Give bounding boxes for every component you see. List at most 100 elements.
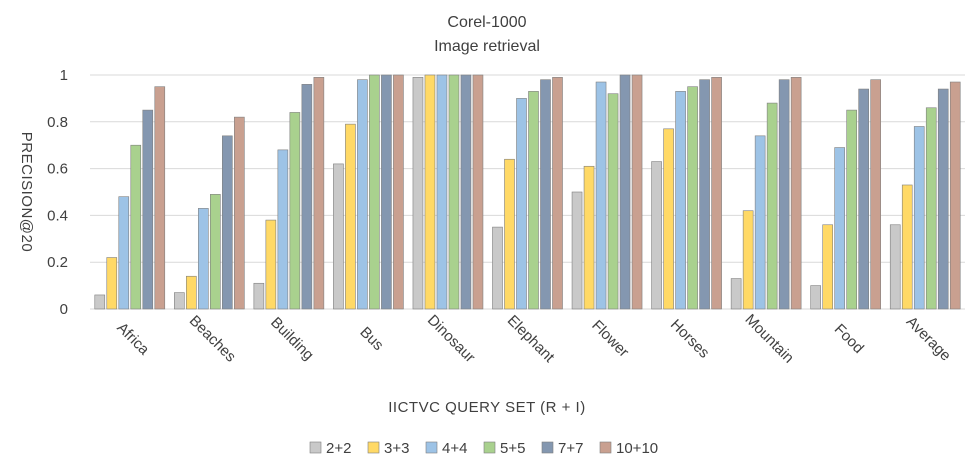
bar — [571, 191, 583, 310]
chart-subtitle: Image retrieval — [434, 38, 540, 55]
x-category-label: Africa — [113, 319, 153, 359]
bar — [699, 79, 710, 310]
chart-title: Corel-1000 — [447, 14, 526, 31]
bar — [210, 194, 221, 310]
bar — [106, 257, 118, 310]
bar — [925, 107, 937, 310]
bar — [154, 86, 166, 310]
x-category-label: Flower — [588, 317, 632, 361]
x-category-label: Bus — [356, 324, 386, 354]
x-category-label: Horses — [667, 316, 713, 362]
bars — [94, 74, 961, 310]
bar — [393, 74, 404, 310]
legend-swatch — [541, 441, 554, 454]
y-tick-label: 0.8 — [47, 114, 68, 131]
bar — [174, 292, 185, 310]
bar — [858, 88, 869, 310]
bar — [198, 208, 209, 310]
bar — [142, 109, 154, 310]
bar — [118, 196, 130, 310]
bar — [607, 93, 619, 310]
x-axis-title: IICTVC QUERY SET (R + I) — [388, 399, 585, 416]
x-category-label: Average — [903, 313, 954, 364]
x-axis-categories: Africa Beaches Building Bus Dinosaur Elephant… — [113, 311, 954, 367]
bar — [460, 74, 472, 310]
bar — [822, 224, 833, 310]
bar — [651, 161, 662, 310]
bar — [277, 149, 289, 310]
bar — [492, 226, 503, 310]
y-axis-ticks: 0 0.2 0.4 0.6 0.8 1 — [47, 67, 68, 318]
bar — [742, 210, 754, 310]
x-category-label: Beaches — [186, 312, 239, 365]
bar — [528, 91, 539, 310]
bar — [289, 112, 301, 310]
bar — [631, 74, 643, 310]
bar — [870, 79, 881, 310]
bar — [448, 74, 460, 310]
bar — [730, 278, 742, 310]
y-tick-label: 0.2 — [47, 254, 68, 271]
legend-label: 2+2 — [326, 440, 351, 457]
bar — [94, 294, 106, 310]
bar — [472, 74, 484, 310]
legend-label: 7+7 — [558, 440, 583, 457]
bar — [333, 163, 344, 310]
bar — [424, 74, 436, 310]
bar — [504, 158, 515, 310]
legend-label: 10+10 — [616, 440, 658, 457]
bar — [834, 147, 845, 310]
y-tick-label: 0 — [60, 301, 68, 318]
bar — [913, 126, 925, 310]
legend-swatch — [425, 441, 438, 454]
bar — [265, 219, 277, 310]
bar — [130, 144, 142, 310]
bar — [675, 91, 686, 310]
legend-label: 3+3 — [384, 440, 409, 457]
y-tick-label: 0.6 — [47, 161, 68, 178]
bar — [516, 98, 527, 310]
bar — [711, 77, 722, 310]
bar — [345, 123, 356, 310]
bar — [754, 135, 766, 310]
y-tick-label: 1 — [60, 67, 68, 84]
bar — [357, 79, 368, 310]
x-category-label: Food — [831, 321, 867, 357]
bar — [381, 74, 392, 310]
bar — [619, 74, 631, 310]
bar — [313, 77, 325, 310]
bar — [901, 184, 913, 310]
bar — [234, 116, 245, 310]
legend-swatch — [483, 441, 496, 454]
x-category-label: Dinosaur — [424, 312, 478, 366]
legend-swatch — [367, 441, 380, 454]
bar — [301, 84, 313, 310]
legend-label: 4+4 — [442, 440, 467, 457]
bar — [186, 275, 197, 310]
gridlines — [90, 74, 965, 310]
bar — [583, 165, 595, 310]
legend: 2+2 3+3 4+4 5+5 7+7 10+10 — [309, 440, 658, 457]
x-category-label: Building — [267, 314, 317, 364]
bar — [889, 224, 901, 310]
bar — [369, 74, 380, 310]
y-tick-label: 0.4 — [47, 207, 68, 224]
x-category-label: Mountain — [741, 311, 797, 367]
x-category-label: Elephant — [504, 312, 558, 366]
bar — [253, 282, 265, 310]
bar — [810, 285, 821, 310]
bar — [949, 81, 961, 310]
bar — [846, 109, 857, 310]
legend-swatch — [309, 441, 322, 454]
bar — [790, 77, 802, 310]
bar — [412, 77, 424, 310]
bar — [595, 81, 607, 310]
bar — [552, 77, 563, 310]
bar — [222, 135, 233, 310]
bar — [540, 79, 551, 310]
bar — [937, 88, 949, 310]
legend-swatch — [599, 441, 612, 454]
bar — [778, 79, 790, 310]
y-axis-title: PRECISION@20 — [18, 132, 35, 252]
